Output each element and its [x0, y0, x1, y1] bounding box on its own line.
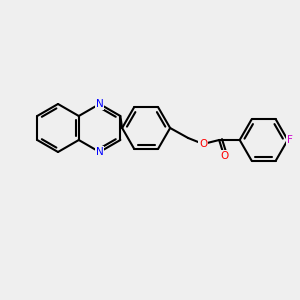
Text: O: O [220, 151, 228, 161]
Text: N: N [96, 99, 104, 109]
Text: N: N [96, 147, 104, 157]
Text: O: O [199, 139, 207, 149]
Text: F: F [287, 135, 292, 145]
